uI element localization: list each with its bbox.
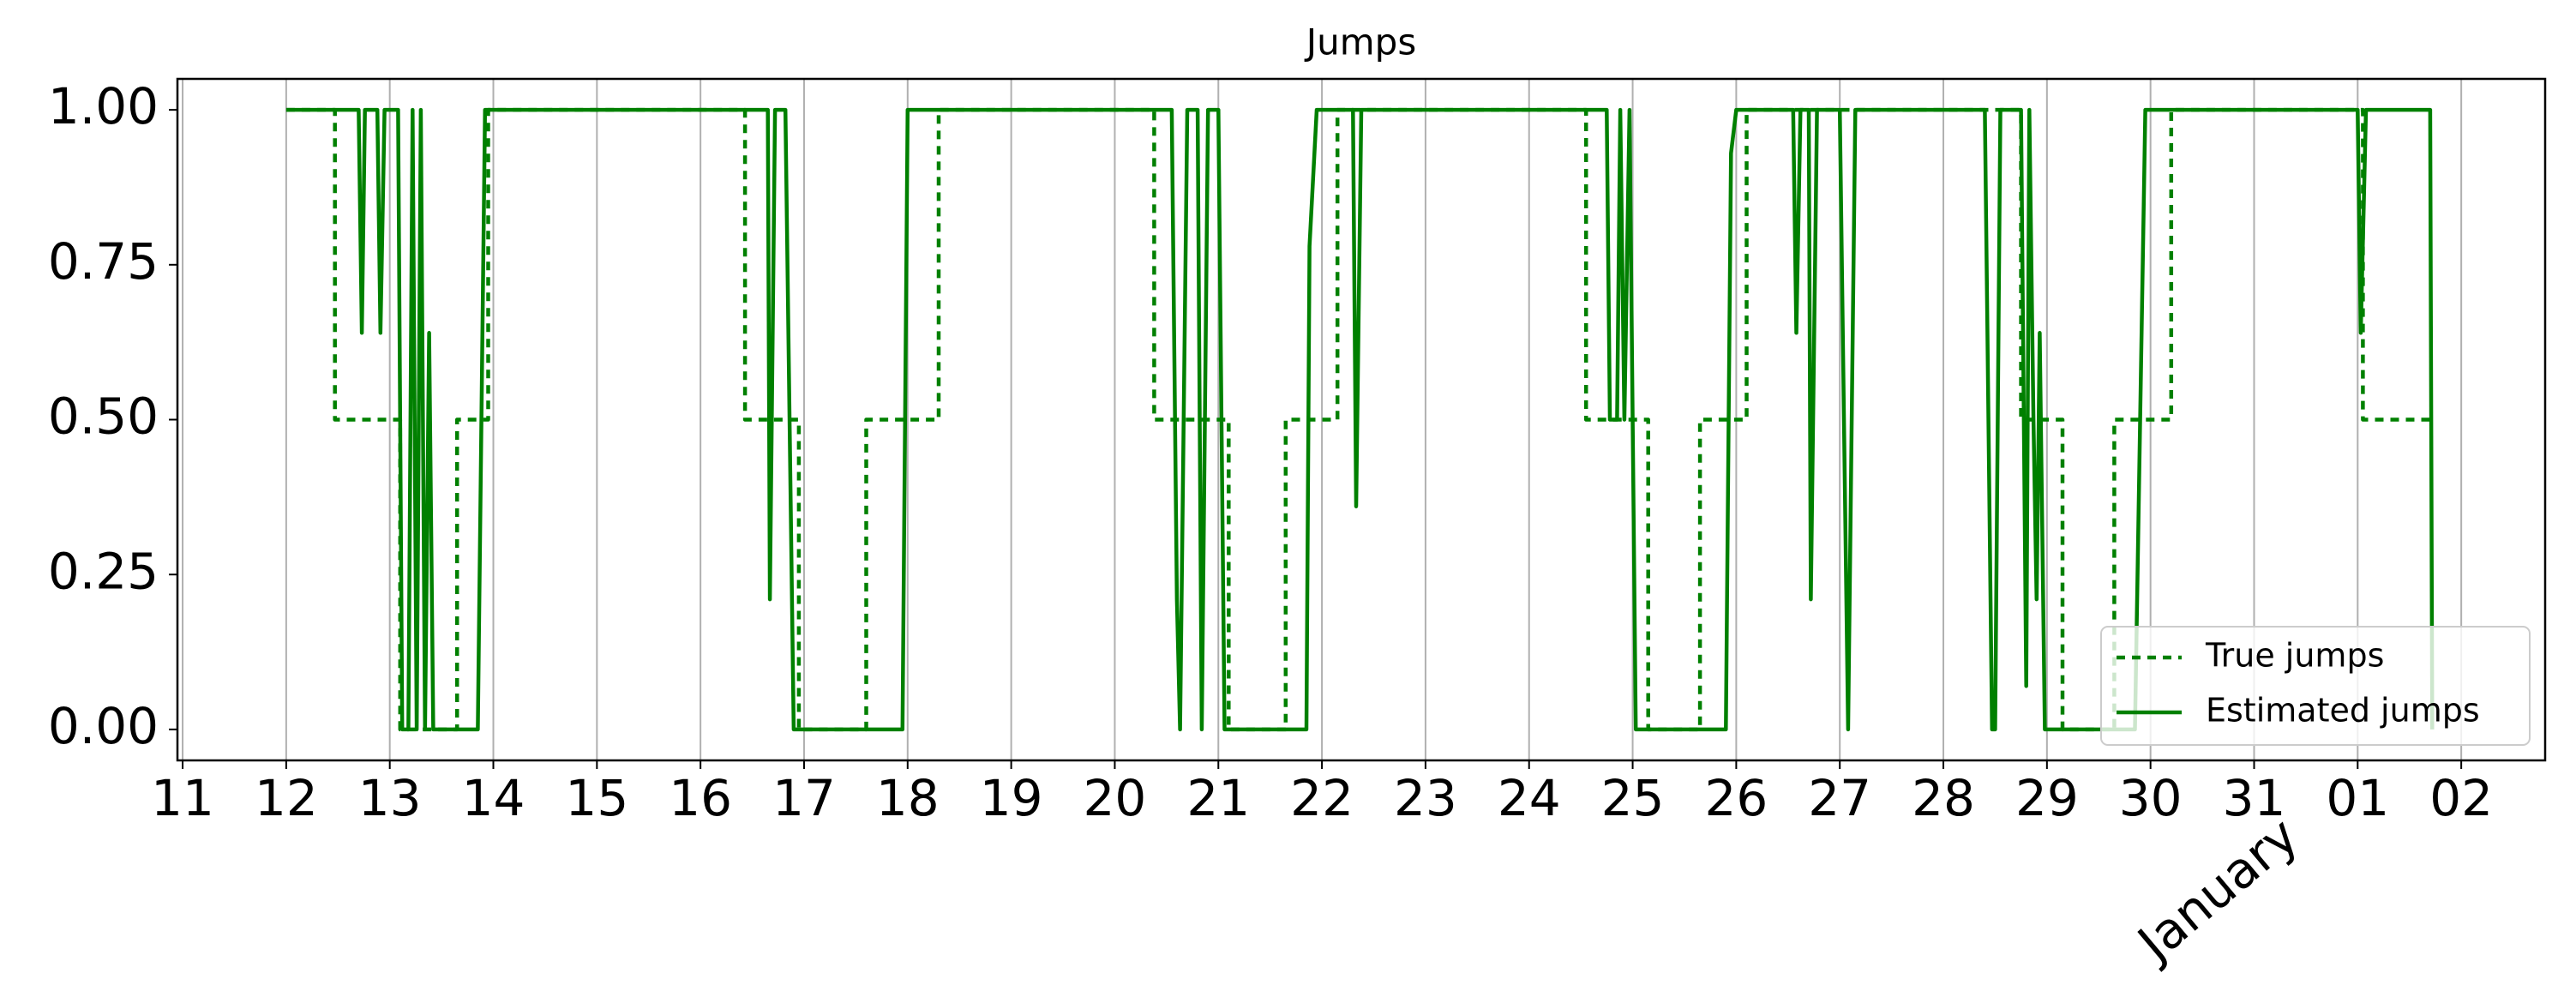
y-tick-label: 0.50: [48, 387, 159, 446]
x-tick-label: 01: [2326, 769, 2389, 827]
x-tick-label: 30: [2119, 769, 2183, 827]
x-tick-label: 24: [1498, 769, 1561, 827]
x-tick-label: 19: [980, 769, 1043, 827]
y-tick-label: 0.00: [48, 697, 159, 755]
x-tick-label: 27: [1808, 769, 1871, 827]
plot-frame: [176, 77, 2547, 762]
x-tick-label: 02: [2429, 769, 2493, 827]
x-tick-label: 25: [1601, 769, 1665, 827]
x-tick-label: 26: [1704, 769, 1768, 827]
x-tick-label: 14: [462, 769, 525, 827]
x-tick-label: 16: [669, 769, 732, 827]
x-tick-label: 12: [255, 769, 318, 827]
legend-box: [2100, 626, 2531, 746]
legend: True jumps Estimated jumps: [2100, 626, 2531, 746]
y-tick-label: 0.25: [48, 542, 159, 600]
legend-label: True jumps: [2205, 637, 2384, 675]
x-tick-label: 22: [1290, 769, 1354, 827]
x-tick-label: 13: [358, 769, 422, 827]
x-tick-label: 11: [151, 769, 214, 827]
x-tick-label: 28: [1912, 769, 1975, 827]
series-line: [285, 107, 2435, 732]
x-tick-label: 23: [1394, 769, 1457, 827]
x-tick-label: 17: [772, 769, 836, 827]
x-tick-label: 31: [2223, 769, 2286, 827]
legend-label: Estimated jumps: [2206, 692, 2480, 730]
series-line: [285, 107, 2430, 732]
x-tick-label: 29: [2015, 769, 2079, 827]
x-tick-label: 15: [565, 769, 628, 827]
y-tick-label: 0.75: [48, 232, 159, 291]
x-tick-label: 20: [1084, 769, 1147, 827]
y-tick-label: 1.00: [48, 77, 159, 135]
x-tick-label: 18: [876, 769, 940, 827]
x-tick-label: 21: [1186, 769, 1250, 827]
chart-title: Jumps: [1304, 21, 1416, 63]
